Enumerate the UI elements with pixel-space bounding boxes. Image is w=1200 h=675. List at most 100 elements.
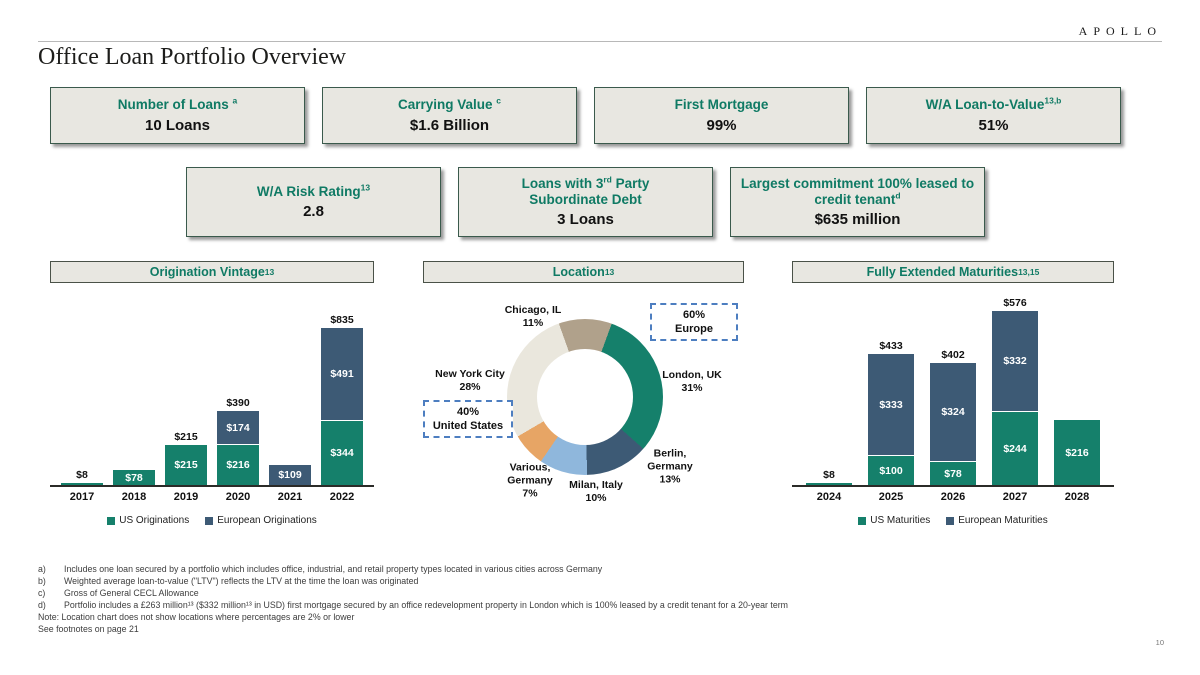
donut-hole <box>537 349 633 445</box>
legend-item: European Originations <box>205 515 317 526</box>
metric-largest-commitment: Largest commitment 100% leased to credit… <box>730 167 985 237</box>
metric-title: First Mortgage <box>603 97 840 113</box>
location-donut-area: Chicago, IL 11% London, UK 31% Berlin, G… <box>423 283 744 533</box>
bar-segment: $344 <box>321 420 363 485</box>
metric-title-text: First Mortgage <box>674 97 769 113</box>
bar-column-2028: $216 <box>1046 283 1108 485</box>
metric-title-sup: 13 <box>360 182 371 193</box>
axis-label-2025: 2025 <box>878 491 904 503</box>
metric-wa-risk-rating: W/A Risk Rating13 2.8 <box>186 167 441 237</box>
metric-value: 3 Loans <box>557 211 614 229</box>
footnote-tag: a) <box>38 564 46 574</box>
metric-title-text: Largest commitment 100% leased to credit… <box>740 175 975 207</box>
metric-loans-3rd-party-subordinate-debt: Loans with 3rd Party Subordinate Debt 3 … <box>458 167 713 237</box>
metric-title-sup: rd <box>603 174 612 185</box>
metric-title-sup: d <box>895 190 901 201</box>
donut-label-berlin: Berlin, Germany 13% <box>639 447 701 486</box>
chart-header-origination-vintage: Origination Vintage 13 <box>50 261 374 283</box>
metrics-row-1: Number of Loans a 10 Loans Carrying Valu… <box>50 87 1121 144</box>
callout-pct: 40% <box>456 405 480 418</box>
bar-segment: $216 <box>217 444 259 485</box>
page-title: Office Loan Portfolio Overview <box>38 44 347 70</box>
location-donut-chart <box>507 319 663 475</box>
donut-label-name: London, UK <box>662 368 722 381</box>
chart-title-text: Location <box>552 265 605 279</box>
axis-label-2021: 2021 <box>277 491 303 503</box>
chart-header-maturities: Fully Extended Maturities 13,15 <box>792 261 1114 283</box>
fully-extended-maturities-chart: Fully Extended Maturities 13,15 $8 $433 $33… <box>792 261 1114 526</box>
metric-title-text: Number of Loans <box>117 97 233 113</box>
footnote-b: b) Weighted average loan-to-value ("LTV")… <box>38 575 1108 587</box>
metric-carrying-value: Carrying Value c $1.6 Billion <box>322 87 577 144</box>
legend-label: US Originations <box>119 515 190 526</box>
axis-label-2020: 2020 <box>225 491 251 503</box>
donut-label-chicago: Chicago, IL 11% <box>492 304 574 330</box>
bar-column-2019: $215 $215 <box>160 283 212 485</box>
legend-item: European Maturities <box>946 515 1048 526</box>
donut-label-new-york-city: New York City 28% <box>423 368 517 394</box>
metric-value: 99% <box>706 116 737 134</box>
bar-segment: $78 <box>113 470 155 485</box>
maturities-bar-plot: $8 $433 $333 $100 $402 $324 $78 $576 $332 $244 $21… <box>792 283 1114 487</box>
footnote-note: Note: Location chart does not show locat… <box>38 611 1108 623</box>
maturities-x-axis: 2024 2025 2026 2027 2028 <box>792 487 1114 503</box>
chart-header-location: Location 13 <box>423 261 744 283</box>
footnote-tag: c) <box>38 588 46 598</box>
donut-label-pct: 10% <box>585 492 607 504</box>
metric-title: Number of Loans a <box>59 97 296 113</box>
bar-column-2022: $835 $491 $344 <box>316 283 368 485</box>
axis-label-2017: 2017 <box>69 491 95 503</box>
bar-segment: $78 <box>930 461 976 485</box>
donut-label-pct: 7% <box>522 487 538 500</box>
bar-total-label: $402 <box>941 349 965 361</box>
bar-segment: $100 <box>868 455 914 485</box>
metric-title: W/A Loan-to-Value13,b <box>875 97 1112 113</box>
bar-total-label: $390 <box>226 397 250 409</box>
metric-title-sup: c <box>496 95 502 106</box>
axis-label-2024: 2024 <box>816 491 842 503</box>
chart-title-text: Fully Extended Maturities <box>866 265 1019 279</box>
footnote-tag: d) <box>38 600 46 610</box>
location-chart: Location 13 Chicago, IL 11% London, UK 31… <box>423 261 744 533</box>
footnote-text: Portfolio includes a £263 million¹³ ($33… <box>64 600 788 610</box>
donut-label-london: London, UK 31% <box>651 369 733 395</box>
metric-title-sup: 13,b <box>1044 95 1062 106</box>
donut-label-pct: 31% <box>681 382 703 394</box>
callout-united-states: 40% United States <box>423 400 513 438</box>
metric-value: $1.6 Billion <box>409 116 490 134</box>
bar-column-2025: $433 $333 $100 <box>860 283 922 485</box>
bar-total-label: $8 <box>823 469 835 481</box>
apollo-logo: APOLLO <box>1078 24 1162 38</box>
bar-segment: $332 <box>992 311 1038 411</box>
metric-title-text: W/A Risk Rating <box>256 183 361 199</box>
bar-total-label: $8 <box>76 469 88 481</box>
callout-pct: 60% <box>682 308 706 321</box>
legend-swatch <box>205 516 214 525</box>
footnote-d: d) Portfolio includes a £263 million¹³ ($… <box>38 599 1108 611</box>
donut-label-pct: 11% <box>522 317 544 329</box>
metric-title-text: W/A Loan-to-Value <box>925 97 1045 113</box>
metric-title-sup: a <box>232 95 238 106</box>
axis-label-2028: 2028 <box>1064 491 1090 503</box>
footnote-a: a) Includes one loan secured by a portfol… <box>38 563 1108 575</box>
bar-segment: $109 <box>269 465 311 485</box>
metric-title: Largest commitment 100% leased to credit… <box>739 176 976 208</box>
charts-section: Origination Vintage 13 $8 $78 $215 $215 $390 $… <box>50 261 1114 551</box>
axis-label-2018: 2018 <box>121 491 147 503</box>
legend-swatch <box>107 516 116 525</box>
axis-label-2026: 2026 <box>940 491 966 503</box>
bar-segment <box>61 483 103 485</box>
footnote-text: Note: Location chart does not show locat… <box>38 612 355 622</box>
footnote-c: c) Gross of General CECL Allowance <box>38 587 1108 599</box>
page-number: 10 <box>1155 638 1164 647</box>
legend-swatch <box>946 516 955 525</box>
origination-vintage-chart: Origination Vintage 13 $8 $78 $215 $215 $390 $… <box>50 261 374 526</box>
callout-region: United States <box>432 420 504 432</box>
callout-region: Europe <box>675 323 713 335</box>
legend-label: European Maturities <box>958 515 1048 526</box>
metric-value: $635 million <box>814 211 901 229</box>
header-rule <box>38 41 1162 42</box>
bar-column-2026: $402 $324 $78 <box>922 283 984 485</box>
footnote-text: See footnotes on page 21 <box>38 624 139 634</box>
